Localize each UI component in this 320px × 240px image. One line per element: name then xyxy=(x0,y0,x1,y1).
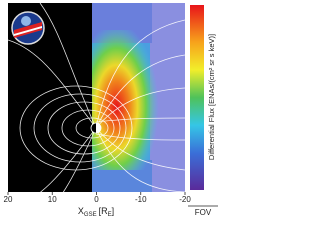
x-tick-label: 10 xyxy=(48,195,57,204)
x-label-close: ] xyxy=(112,206,115,216)
x-tick-label: 20 xyxy=(4,195,13,204)
x-label-unit: [R xyxy=(99,206,109,216)
logo xyxy=(11,11,45,45)
map xyxy=(8,3,185,192)
x-tick-label: 0 xyxy=(94,195,99,204)
x-label-unit-sub: E xyxy=(108,212,112,218)
colorbar xyxy=(190,5,204,190)
fov-label: FOV xyxy=(195,208,212,217)
x-axis-label: XGSE [RE] xyxy=(78,206,114,218)
x-label-main: X xyxy=(78,206,84,216)
x-label-sub: GSE xyxy=(84,212,97,218)
colorbar-label: Differential Flux [ENAs/(cm² sr s keV)] xyxy=(207,34,216,160)
x-tick-label: -10 xyxy=(135,195,147,204)
x-tick-label: -20 xyxy=(179,195,191,204)
figure: Differential Flux [ENAs/(cm² sr s keV)] … xyxy=(4,3,218,218)
